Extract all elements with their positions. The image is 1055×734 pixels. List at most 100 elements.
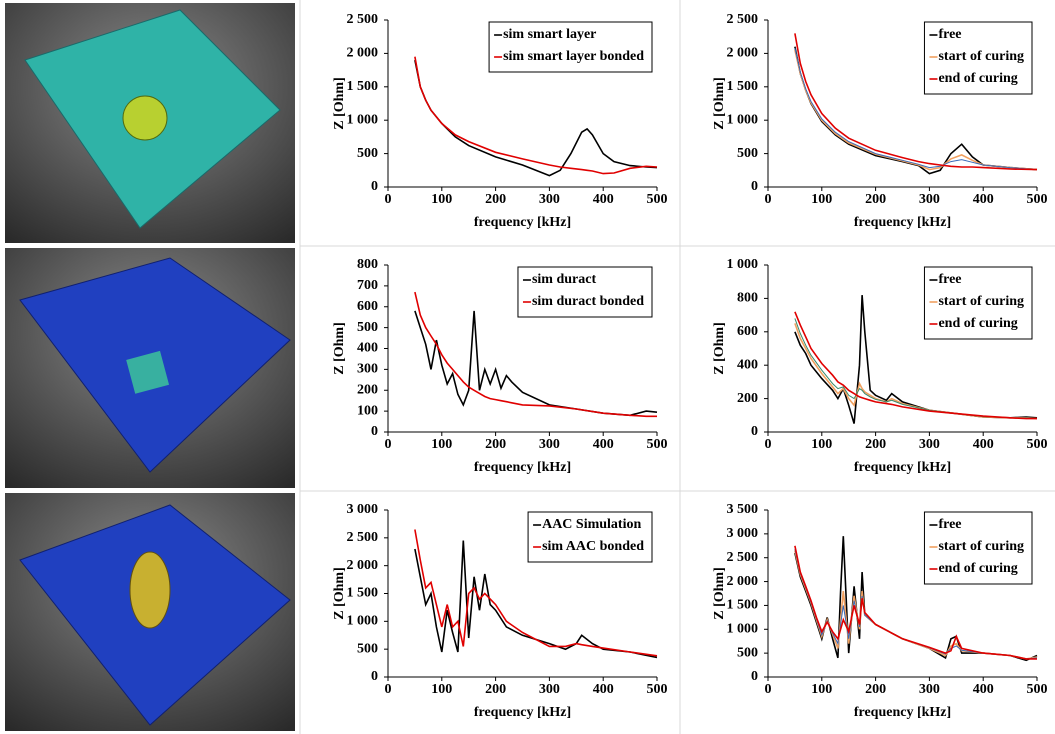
x-tick-label: 300 <box>919 192 940 207</box>
y-tick-label: 0 <box>751 424 758 439</box>
y-tick-label: 0 <box>751 669 758 684</box>
chart: 0 500 1 000 1 500 2 000 2 500 0 100 200 300 400 500… <box>332 12 667 230</box>
y-tick-label: 0 <box>371 424 378 439</box>
actuator <box>129 551 171 629</box>
y-tick-label: 400 <box>737 357 758 372</box>
y-tick-label: 1 000 <box>727 257 759 272</box>
chart: 0 100 200 300 400 500 600 700 800 0 100 200 300 400 50… <box>332 257 667 475</box>
x-tick-label: 0 <box>385 682 392 697</box>
legend-label: sim AAC bonded <box>542 539 644 554</box>
x-axis-label: frequency [kHz] <box>854 215 951 230</box>
legend-label: start of curing <box>938 49 1024 64</box>
x-tick-label: 400 <box>973 192 994 207</box>
x-tick-label: 300 <box>539 192 560 207</box>
series-line <box>794 311 1037 420</box>
x-tick-label: 400 <box>973 437 994 452</box>
x-tick-label: 400 <box>973 682 994 697</box>
y-tick-label: 1 000 <box>727 112 759 127</box>
y-tick-label: 0 <box>751 179 758 194</box>
legend: AAC Simulation sim AAC bonded <box>527 511 653 563</box>
legend-label: start of curing <box>938 539 1024 554</box>
legend: free start of curing end of curing <box>923 511 1033 585</box>
x-tick-label: 400 <box>593 192 614 207</box>
y-tick-label: 100 <box>357 403 378 418</box>
x-axis-label: frequency [kHz] <box>854 460 951 475</box>
y-tick-label: 200 <box>737 391 758 406</box>
legend: sim duract sim duract bonded <box>517 266 653 318</box>
legend-box <box>517 266 653 318</box>
legend: sim smart layer sim smart layer bonded <box>488 21 653 73</box>
y-tick-label: 2 500 <box>727 550 759 565</box>
legend-label: end of curing <box>938 561 1017 576</box>
series-line <box>414 540 658 659</box>
y-tick-label: 0 <box>371 669 378 684</box>
x-tick-label: 100 <box>431 437 452 452</box>
patch <box>122 95 168 141</box>
series-line <box>794 49 1038 171</box>
x-tick-label: 0 <box>765 192 772 207</box>
y-tick-label: 500 <box>737 146 758 161</box>
x-tick-label: 300 <box>919 682 940 697</box>
series-line <box>414 59 658 177</box>
x-axis-label: frequency [kHz] <box>474 705 571 720</box>
x-tick-label: 300 <box>539 437 560 452</box>
y-tick-label: 2 000 <box>727 574 759 589</box>
chart: 0 500 1 000 1 500 2 000 2 500 0 100 200 300 400 500… <box>712 12 1047 230</box>
x-tick-label: 500 <box>1027 192 1048 207</box>
y-tick-label: 500 <box>357 641 378 656</box>
y-tick-label: 1 500 <box>727 79 759 94</box>
x-tick-label: 200 <box>485 437 506 452</box>
y-tick-label: 0 <box>371 179 378 194</box>
series-line <box>794 47 1038 171</box>
y-tick-label: 500 <box>737 645 758 660</box>
legend-box <box>527 511 653 563</box>
x-tick-label: 0 <box>385 192 392 207</box>
y-axis-label: Z [Ohm] <box>332 77 347 130</box>
x-tick-label: 300 <box>539 682 560 697</box>
series-line <box>794 545 1037 660</box>
y-tick-label: 2 000 <box>347 558 379 573</box>
legend-label: sim duract bonded <box>532 294 644 309</box>
series-line <box>414 529 658 657</box>
y-axis-label: Z [Ohm] <box>332 322 347 375</box>
y-tick-label: 2 000 <box>347 46 379 61</box>
x-tick-label: 0 <box>765 437 772 452</box>
legend-label: end of curing <box>938 71 1017 86</box>
legend-label: sim duract <box>532 272 597 287</box>
legend-box <box>923 266 1033 340</box>
y-tick-label: 3 000 <box>727 526 759 541</box>
y-tick-label: 1 000 <box>347 112 379 127</box>
x-tick-label: 200 <box>865 437 886 452</box>
y-tick-label: 1 500 <box>347 586 379 601</box>
y-tick-label: 1 000 <box>347 614 379 629</box>
x-tick-label: 0 <box>765 682 772 697</box>
x-tick-label: 100 <box>431 192 452 207</box>
x-tick-label: 200 <box>865 192 886 207</box>
legend: free start of curing end of curing <box>923 21 1033 95</box>
x-axis-label: frequency [kHz] <box>854 705 951 720</box>
y-tick-label: 1 500 <box>347 79 379 94</box>
x-tick-label: 200 <box>485 682 506 697</box>
chart: 0 200 400 600 800 1 000 0 100 200 300 400 500 freque… <box>712 257 1047 475</box>
y-tick-label: 2 500 <box>347 12 379 27</box>
y-tick-label: 1 500 <box>727 598 759 613</box>
y-axis-label: Z [Ohm] <box>712 567 727 620</box>
y-axis-label: Z [Ohm] <box>712 322 727 375</box>
x-tick-label: 300 <box>919 437 940 452</box>
series-line <box>414 56 658 175</box>
y-axis-label: Z [Ohm] <box>712 77 727 130</box>
legend-label: free <box>938 272 961 287</box>
simulation-images <box>5 3 295 731</box>
y-tick-label: 600 <box>737 324 758 339</box>
y-tick-label: 1 000 <box>727 622 759 637</box>
dividers <box>299 0 1055 734</box>
x-axis-label: frequency [kHz] <box>474 460 571 475</box>
patch <box>126 350 170 394</box>
legend-box <box>923 511 1033 585</box>
y-tick-label: 3 500 <box>727 502 759 517</box>
y-tick-label: 2 500 <box>347 530 379 545</box>
x-tick-label: 200 <box>485 192 506 207</box>
y-tick-label: 500 <box>357 146 378 161</box>
x-axis-label: frequency [kHz] <box>474 215 571 230</box>
y-tick-label: 2 000 <box>727 46 759 61</box>
